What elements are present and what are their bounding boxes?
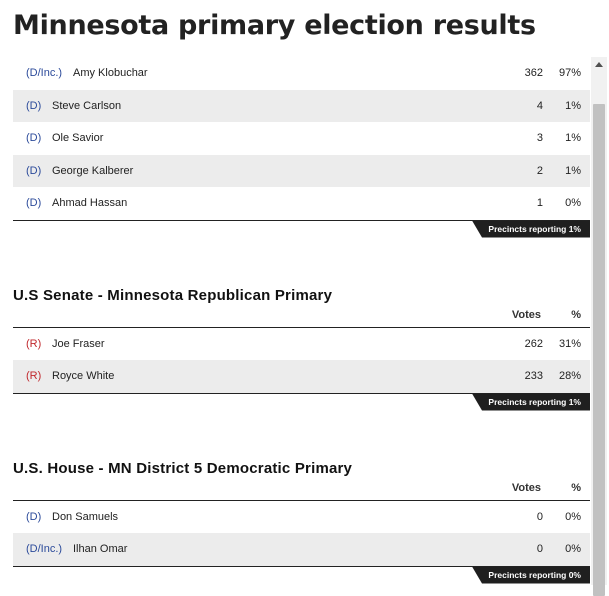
party-label: (D) <box>26 132 42 144</box>
votes-column-header: Votes <box>511 308 541 321</box>
scrollbar-thumb[interactable] <box>593 104 605 596</box>
votes-column-header: Votes <box>511 481 541 494</box>
party-label: (R) <box>26 337 42 350</box>
party-label: (D/Inc.) <box>26 543 63 555</box>
candidate-row: (D) George Kalberer 2 1% <box>13 154 590 187</box>
race-footer: Precincts reporting 1% <box>13 219 590 239</box>
candidate-name: Ole Savior <box>52 132 104 144</box>
race-heading: U.S Senate - Minnesota Republican Primar… <box>13 286 333 304</box>
vote-percent: 31% <box>558 337 581 350</box>
race-heading: U.S. House - MN District 5 Democratic Pr… <box>13 459 353 477</box>
column-headers: Votes % <box>13 306 590 328</box>
candidate-row: (D) Steve Carlson 4 1% <box>13 89 590 122</box>
vote-percent: 0% <box>565 543 581 555</box>
vote-count: 362 <box>524 67 543 79</box>
party-label: (D) <box>26 510 42 523</box>
party-label: (D) <box>26 99 42 112</box>
vote-percent: 28% <box>558 370 581 382</box>
vote-percent: 1% <box>565 99 581 112</box>
scroll-up-arrow-icon[interactable] <box>595 62 603 67</box>
party-label: (D) <box>26 197 42 209</box>
race-section: (D/Inc.) Amy Klobuchar 362 97% (D) Steve… <box>13 57 590 239</box>
vote-percent: 0% <box>565 197 581 209</box>
vote-count: 3 <box>536 132 543 144</box>
results-content: (D/Inc.) Amy Klobuchar 362 97% (D) Steve… <box>13 57 590 585</box>
candidate-row: (R) Joe Fraser 262 31% <box>13 328 590 361</box>
percent-column-header: % <box>571 308 581 321</box>
race-section: U.S. House - MN District 5 Democratic Pr… <box>13 459 590 585</box>
vote-percent: 1% <box>565 132 581 144</box>
candidate-name: George Kalberer <box>52 164 134 177</box>
race-footer: Precincts reporting 0% <box>13 565 590 585</box>
vote-percent: 0% <box>565 510 581 523</box>
vote-count: 0 <box>536 543 543 555</box>
candidate-name: Amy Klobuchar <box>73 67 148 79</box>
vote-count: 262 <box>524 337 543 350</box>
candidate-name: Don Samuels <box>52 510 119 523</box>
precincts-reporting-badge: Precincts reporting 1% <box>472 393 590 411</box>
candidate-row: (D) Don Samuels 0 0% <box>13 501 590 534</box>
candidate-name: Ahmad Hassan <box>52 197 128 209</box>
vote-percent: 97% <box>558 67 581 79</box>
candidate-name: Joe Fraser <box>52 337 105 350</box>
party-label: (D) <box>26 164 42 177</box>
vote-count: 0 <box>536 510 543 523</box>
candidate-row: (D) Ole Savior 3 1% <box>13 122 590 155</box>
candidate-name: Steve Carlson <box>52 99 122 112</box>
candidate-row: (R) Royce White 233 28% <box>13 360 590 393</box>
party-label: (R) <box>26 370 42 382</box>
candidate-name: Ilhan Omar <box>73 543 128 555</box>
vote-count: 4 <box>536 99 543 112</box>
party-label: (D/Inc.) <box>26 67 63 79</box>
vote-count: 1 <box>536 197 543 209</box>
precincts-reporting-badge: Precincts reporting 1% <box>472 220 590 238</box>
percent-column-header: % <box>571 481 581 494</box>
vote-count: 233 <box>524 370 543 382</box>
candidate-row: (D) Ahmad Hassan 1 0% <box>13 187 590 220</box>
vote-percent: 1% <box>565 164 581 177</box>
precincts-reporting-badge: Precincts reporting 0% <box>472 566 590 584</box>
vote-count: 2 <box>536 164 543 177</box>
column-headers: Votes % <box>13 479 590 501</box>
race-footer: Precincts reporting 1% <box>13 392 590 412</box>
candidate-row: (D/Inc.) Ilhan Omar 0 0% <box>13 533 590 566</box>
candidate-name: Royce White <box>52 370 115 382</box>
candidate-row: (D/Inc.) Amy Klobuchar 362 97% <box>13 57 590 90</box>
page-title: Minnesota primary election results <box>13 10 536 41</box>
vertical-scrollbar[interactable] <box>591 57 607 596</box>
race-section: U.S Senate - Minnesota Republican Primar… <box>13 286 590 412</box>
